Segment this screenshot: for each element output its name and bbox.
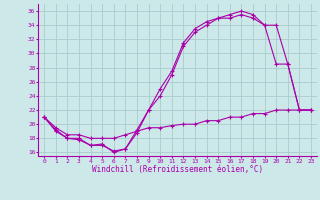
X-axis label: Windchill (Refroidissement éolien,°C): Windchill (Refroidissement éolien,°C) — [92, 165, 263, 174]
